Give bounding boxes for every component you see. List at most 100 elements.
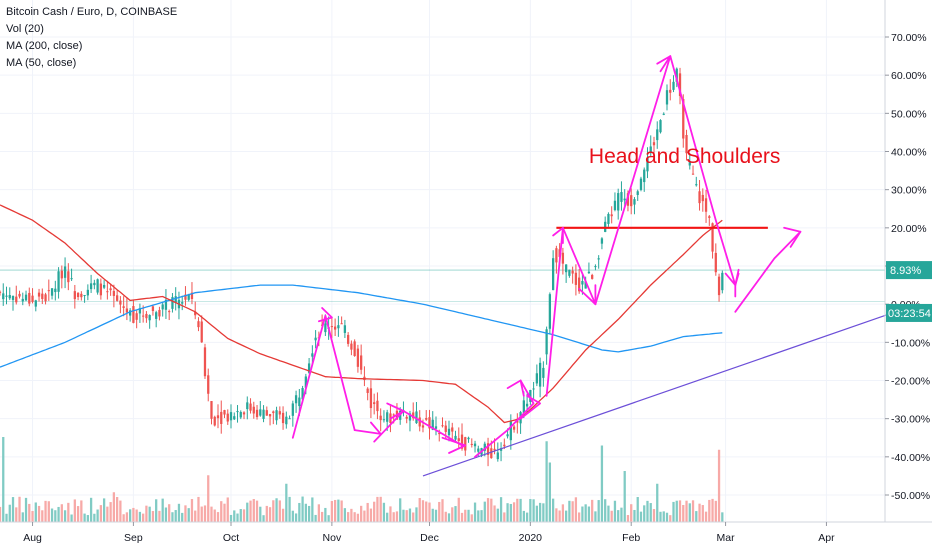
candle-body xyxy=(565,264,568,273)
volume-bar xyxy=(711,498,714,522)
volume-bar xyxy=(512,502,516,522)
volume-bar xyxy=(112,492,116,522)
volume-bar xyxy=(249,500,252,522)
candle-body xyxy=(311,353,314,357)
volume-bar xyxy=(470,514,473,522)
candle-body xyxy=(405,416,408,419)
volume-bar xyxy=(76,506,80,522)
volume-bar xyxy=(408,508,412,522)
candle-body xyxy=(350,343,353,350)
candle-body xyxy=(376,400,379,412)
volume-bar xyxy=(242,509,246,522)
volume-bar xyxy=(421,500,425,522)
candle-body xyxy=(620,192,623,202)
volume-bar xyxy=(558,510,561,522)
candle-body xyxy=(431,419,434,430)
volume-bar xyxy=(5,513,8,522)
candle-body xyxy=(623,198,626,201)
candle-body xyxy=(460,434,464,449)
last-price-badge xyxy=(886,261,932,280)
candle-body xyxy=(34,300,37,307)
candle-body xyxy=(675,68,678,82)
candle-body xyxy=(584,281,587,289)
volume-bar xyxy=(314,514,317,522)
candle-body xyxy=(41,293,44,299)
volume-bar xyxy=(473,502,477,522)
volume-bar xyxy=(483,501,486,522)
pattern-label[interactable]: Head and Shoulders xyxy=(589,145,780,168)
volume-bar xyxy=(698,503,701,522)
volume-bar xyxy=(148,506,151,522)
legend-vol[interactable]: Vol (20) xyxy=(6,23,44,35)
volume-bar xyxy=(379,496,382,522)
candle-body xyxy=(119,300,122,305)
volume-bar xyxy=(278,500,281,522)
legend-ma200[interactable]: MA (200, close) xyxy=(6,40,83,52)
volume-bar xyxy=(246,502,249,522)
x-tick-label: Feb xyxy=(622,532,640,544)
candle-body xyxy=(545,329,548,355)
legend-ma50[interactable]: MA (50, close) xyxy=(6,57,77,69)
volume-bar xyxy=(714,500,717,522)
volume-bar xyxy=(373,501,376,522)
candle-body xyxy=(112,290,116,296)
volume-bar xyxy=(620,507,623,522)
candle-body xyxy=(682,99,685,139)
volume-bar xyxy=(613,500,617,522)
volume-bar xyxy=(187,508,190,522)
candle-body xyxy=(704,198,708,212)
candle-body xyxy=(155,312,158,319)
candle-body xyxy=(366,388,369,393)
candle-body xyxy=(102,284,106,288)
y-tick-label: -40.00% xyxy=(891,452,930,464)
candle-body xyxy=(255,409,259,418)
candle-body xyxy=(164,299,168,310)
volume-bar xyxy=(181,512,184,522)
candle-body xyxy=(96,279,99,293)
volume-bar xyxy=(67,502,70,522)
candle-body xyxy=(229,412,233,421)
volume-bar xyxy=(155,499,158,522)
candle-body xyxy=(708,216,711,218)
candle-body xyxy=(610,214,613,217)
volume-bar xyxy=(102,498,106,522)
candle-body xyxy=(343,325,347,333)
volume-bar xyxy=(89,497,93,522)
volume-bar xyxy=(298,502,301,522)
legend-title[interactable]: Bitcoin Cash / Euro, D, COINBASE xyxy=(6,6,178,18)
volume-bar xyxy=(262,515,265,522)
candle-body xyxy=(200,321,203,343)
candle-body xyxy=(265,410,268,416)
volume-bar xyxy=(158,510,161,522)
candle-body xyxy=(288,418,291,420)
volume-bar xyxy=(259,506,262,522)
candle-body xyxy=(304,376,307,388)
candle-body xyxy=(512,426,516,430)
volume-bar xyxy=(405,510,408,522)
volume-bar xyxy=(695,511,698,522)
volume-bar xyxy=(454,506,457,522)
zigzag-arrow xyxy=(552,226,564,244)
volume-bar xyxy=(685,500,688,522)
candle-body xyxy=(691,173,695,175)
zigzag-arrow xyxy=(353,421,382,435)
volume-bar xyxy=(350,508,353,522)
ma200-line xyxy=(0,284,723,368)
candle-body xyxy=(8,295,11,299)
volume-bar xyxy=(291,510,294,522)
candle-body xyxy=(425,417,428,420)
candle-body xyxy=(581,280,584,285)
candle-body xyxy=(379,415,382,421)
volume-bar xyxy=(8,504,11,522)
volume-bar xyxy=(672,501,675,522)
candle-body xyxy=(11,295,15,300)
volume-bar xyxy=(682,504,685,522)
candle-body xyxy=(613,200,617,211)
volume-bar xyxy=(578,512,581,522)
candle-body xyxy=(83,294,86,296)
volume-bar xyxy=(477,510,480,522)
volume-bar xyxy=(194,510,197,522)
candle-body xyxy=(503,444,506,447)
volume-bar xyxy=(177,503,181,522)
